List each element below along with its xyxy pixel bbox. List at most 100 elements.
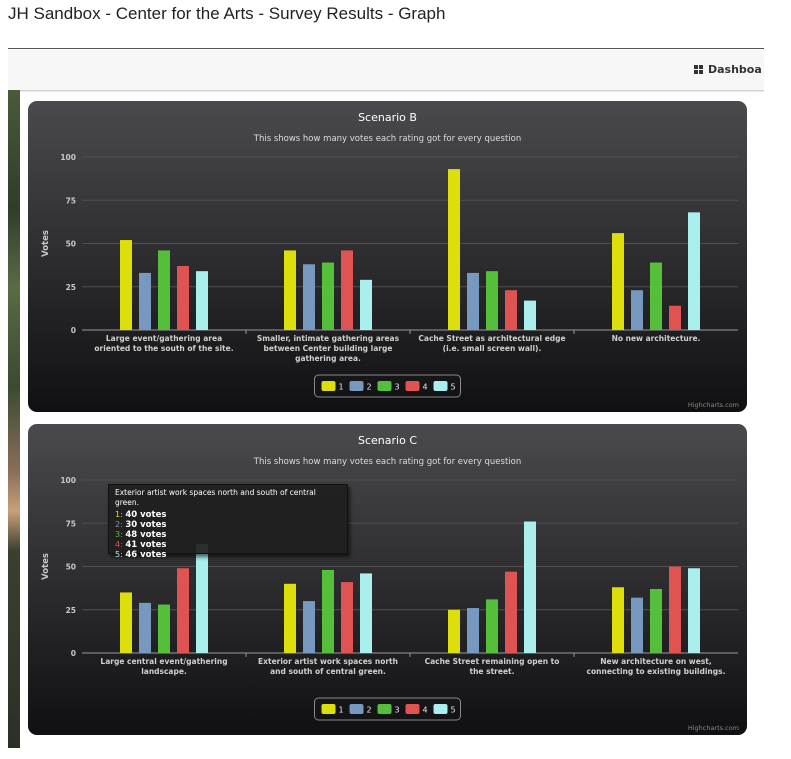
legend-item-label: 4 bbox=[423, 706, 428, 715]
dashboard-link[interactable]: Dashboa bbox=[692, 50, 764, 90]
y-axis-label: Votes bbox=[41, 230, 51, 257]
bar bbox=[303, 264, 315, 330]
chart-credits: Highcharts.com bbox=[688, 724, 739, 732]
y-tick-label: 0 bbox=[71, 326, 76, 335]
bar bbox=[505, 571, 517, 653]
x-category-label: the street. bbox=[470, 667, 515, 676]
x-category-label: (i.e. small screen wall). bbox=[443, 344, 542, 353]
tooltip-row-value: 30 votes bbox=[125, 520, 167, 530]
bar bbox=[341, 582, 353, 653]
bar bbox=[139, 602, 151, 653]
bar bbox=[467, 272, 479, 330]
chart-subtitle: This shows how many votes each rating go… bbox=[253, 134, 521, 144]
x-category-label: Large event/gathering area bbox=[106, 334, 222, 343]
page-title: JH Sandbox - Center for the Arts - Surve… bbox=[8, 4, 446, 23]
bar bbox=[467, 608, 479, 653]
bar bbox=[448, 169, 460, 330]
bar bbox=[120, 240, 132, 330]
tooltip-row-label: 1: bbox=[115, 510, 123, 519]
bar bbox=[322, 262, 334, 330]
chart-tooltip: Exterior artist work spaces north and so… bbox=[108, 484, 348, 560]
bar bbox=[631, 290, 643, 330]
tooltip-row-label: 3: bbox=[115, 530, 123, 539]
background-photo-strip bbox=[8, 90, 20, 748]
bar bbox=[139, 272, 151, 330]
bar bbox=[448, 609, 460, 653]
tooltip-row-value: 46 votes bbox=[125, 550, 167, 560]
tooltip-row: 2: 30 votes bbox=[115, 520, 341, 530]
x-category-label: gathering area. bbox=[295, 354, 361, 363]
legend-item-label: 5 bbox=[451, 706, 456, 715]
chart-title: Scenario B bbox=[358, 111, 417, 124]
tooltip-row-value: 41 votes bbox=[125, 540, 167, 550]
legend-item-label: 1 bbox=[339, 706, 344, 715]
legend-swatch bbox=[405, 704, 420, 714]
legend-swatch bbox=[349, 381, 364, 391]
y-tick-label: 100 bbox=[60, 153, 76, 162]
bar bbox=[196, 544, 208, 653]
chart-title: Scenario C bbox=[358, 434, 417, 447]
bar bbox=[196, 271, 208, 330]
bar bbox=[284, 250, 296, 330]
bar bbox=[177, 568, 189, 653]
bar bbox=[303, 601, 315, 653]
y-tick-label: 75 bbox=[66, 196, 76, 205]
bar bbox=[612, 587, 624, 653]
bar bbox=[669, 566, 681, 653]
legend-item-label: 5 bbox=[451, 383, 456, 392]
bar bbox=[120, 592, 132, 653]
chart-credits: Highcharts.com bbox=[688, 401, 739, 409]
legend-box bbox=[314, 374, 461, 398]
y-tick-label: 50 bbox=[66, 240, 76, 249]
x-category-label: landscape. bbox=[141, 667, 187, 676]
dashboard-label: Dashboa bbox=[708, 63, 762, 76]
chart-subtitle: This shows how many votes each rating go… bbox=[253, 457, 521, 467]
x-category-label: oriented to the south of the site. bbox=[94, 344, 233, 353]
bar bbox=[524, 521, 536, 653]
bar bbox=[688, 212, 700, 330]
tooltip-row: 3: 48 votes bbox=[115, 530, 341, 540]
legend-swatch bbox=[433, 704, 448, 714]
bar bbox=[177, 265, 189, 330]
bar bbox=[631, 597, 643, 653]
tooltip-header: Exterior artist work spaces north and so… bbox=[115, 488, 316, 507]
x-category-label: New architecture on west, bbox=[600, 657, 712, 666]
bar bbox=[360, 279, 372, 330]
legend-swatch bbox=[433, 381, 448, 391]
bar bbox=[650, 588, 662, 653]
tooltip-row-value: 40 votes bbox=[125, 510, 167, 520]
y-tick-label: 100 bbox=[60, 476, 76, 485]
legend-item-label: 2 bbox=[367, 383, 372, 392]
x-category-label: Smaller, intimate gathering areas bbox=[257, 334, 400, 343]
legend-item-label: 1 bbox=[339, 383, 344, 392]
bar bbox=[669, 305, 681, 330]
bar bbox=[341, 250, 353, 330]
chart-canvas: Scenario B This shows how many votes each… bbox=[41, 111, 739, 409]
legend-item-label: 3 bbox=[395, 383, 400, 392]
x-category-label: No new architecture. bbox=[612, 334, 701, 343]
y-tick-label: 75 bbox=[66, 519, 76, 528]
legend-item-label: 3 bbox=[395, 706, 400, 715]
chart-scenario-b: Scenario B This shows how many votes each… bbox=[28, 101, 747, 412]
tooltip-row-value: 48 votes bbox=[125, 530, 167, 540]
legend-swatch bbox=[377, 381, 392, 391]
bar bbox=[158, 250, 170, 330]
x-category-label: Cache Street as architectural edge bbox=[418, 334, 565, 343]
chart-scenario-c: Scenario C This shows how many votes each… bbox=[28, 424, 747, 735]
bar bbox=[650, 262, 662, 330]
tooltip-row: 4: 41 votes bbox=[115, 540, 341, 550]
bar bbox=[322, 569, 334, 653]
tooltip-row: 1: 40 votes bbox=[115, 510, 341, 520]
bar bbox=[486, 599, 498, 653]
tooltip-row-label: 5: bbox=[115, 550, 123, 559]
x-category-label: Large central event/gathering bbox=[100, 657, 227, 666]
bar bbox=[360, 573, 372, 653]
bar bbox=[284, 583, 296, 653]
legend-swatch bbox=[321, 704, 336, 714]
bar bbox=[688, 568, 700, 653]
top-toolbar: Dashboa bbox=[8, 50, 764, 91]
bar bbox=[505, 290, 517, 330]
y-tick-label: 0 bbox=[71, 649, 76, 658]
chart-canvas: Scenario C This shows how many votes each… bbox=[41, 434, 739, 732]
x-category-label: connecting to existing buildings. bbox=[587, 667, 726, 676]
